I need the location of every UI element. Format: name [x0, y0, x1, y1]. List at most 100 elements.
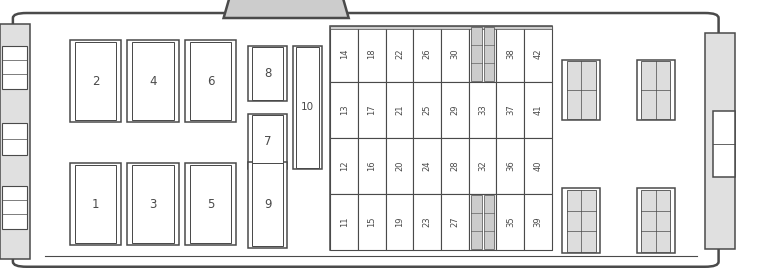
Bar — [252, 115, 283, 168]
Bar — [386, 26, 414, 82]
Text: 21: 21 — [395, 105, 404, 115]
Text: 41: 41 — [534, 105, 543, 115]
Text: 17: 17 — [368, 105, 377, 115]
Text: 14: 14 — [340, 49, 349, 59]
Text: 16: 16 — [368, 161, 377, 171]
Bar — [705, 33, 735, 249]
Bar — [358, 82, 386, 138]
Bar — [2, 46, 27, 89]
Bar — [525, 82, 552, 138]
Text: 12: 12 — [340, 161, 349, 171]
Bar — [567, 190, 596, 252]
Bar — [441, 194, 468, 250]
Text: 37: 37 — [506, 105, 515, 115]
Bar — [713, 111, 735, 177]
Text: 5: 5 — [207, 198, 215, 211]
Bar — [248, 46, 287, 101]
Text: 19: 19 — [395, 217, 404, 227]
Bar — [386, 194, 414, 250]
Bar — [185, 163, 236, 245]
Bar — [484, 195, 494, 249]
Bar — [562, 60, 600, 120]
Bar — [386, 138, 414, 194]
Bar — [637, 60, 675, 120]
Bar — [471, 27, 481, 81]
Bar — [358, 26, 386, 82]
Text: 18: 18 — [368, 49, 377, 59]
Text: 3: 3 — [149, 198, 157, 211]
Text: 35: 35 — [506, 217, 515, 227]
Bar — [358, 138, 386, 194]
Text: 6: 6 — [207, 75, 215, 88]
Bar — [293, 46, 322, 169]
Bar — [414, 26, 441, 82]
Bar — [567, 61, 596, 119]
Text: 9: 9 — [264, 199, 271, 211]
Bar — [330, 138, 358, 194]
Text: 24: 24 — [423, 161, 432, 171]
Bar — [441, 26, 468, 82]
Bar — [414, 194, 441, 250]
Bar — [468, 82, 496, 138]
Bar — [75, 42, 116, 120]
Text: 10: 10 — [301, 102, 315, 112]
Bar — [2, 186, 27, 229]
Text: 13: 13 — [340, 105, 349, 115]
Bar — [330, 194, 358, 250]
Text: 20: 20 — [395, 161, 404, 171]
Bar — [248, 114, 287, 169]
Text: 36: 36 — [506, 161, 515, 171]
Bar — [525, 26, 552, 82]
Bar — [414, 82, 441, 138]
Bar — [70, 40, 121, 122]
Bar — [525, 194, 552, 250]
Bar — [471, 195, 481, 249]
Bar — [496, 194, 525, 250]
Polygon shape — [224, 0, 349, 18]
Bar — [496, 138, 525, 194]
Bar — [441, 138, 468, 194]
Text: 25: 25 — [423, 105, 432, 115]
Bar — [252, 47, 283, 100]
Text: 29: 29 — [450, 105, 459, 115]
Bar — [248, 162, 287, 248]
Bar — [330, 26, 552, 29]
Bar — [330, 26, 358, 82]
Text: 7: 7 — [264, 135, 271, 148]
Bar — [525, 138, 552, 194]
Bar — [414, 138, 441, 194]
Bar — [252, 163, 283, 247]
Bar — [468, 194, 496, 250]
Bar — [641, 190, 670, 252]
Text: 8: 8 — [264, 67, 271, 80]
Text: 22: 22 — [395, 49, 404, 59]
Bar — [185, 40, 236, 122]
Bar — [358, 194, 386, 250]
Bar — [330, 26, 552, 250]
Bar — [296, 47, 319, 168]
Text: 30: 30 — [450, 49, 459, 59]
Text: 4: 4 — [149, 75, 157, 88]
Text: 26: 26 — [423, 49, 432, 59]
Text: 23: 23 — [423, 217, 432, 227]
Bar — [637, 188, 675, 253]
Bar — [441, 82, 468, 138]
Text: 40: 40 — [534, 161, 543, 171]
Bar — [127, 40, 179, 122]
Bar — [70, 163, 121, 245]
Bar — [484, 27, 494, 81]
Bar — [75, 165, 116, 243]
Bar — [127, 163, 179, 245]
Bar — [562, 188, 600, 253]
Bar — [133, 165, 174, 243]
Bar — [190, 42, 231, 120]
Bar — [641, 61, 670, 119]
Text: 42: 42 — [534, 49, 543, 59]
Text: 27: 27 — [450, 217, 459, 227]
Bar — [496, 26, 525, 82]
Text: 38: 38 — [506, 49, 515, 59]
Bar — [468, 138, 496, 194]
Text: 39: 39 — [534, 217, 543, 227]
Text: 1: 1 — [92, 198, 99, 211]
Bar — [0, 24, 30, 259]
